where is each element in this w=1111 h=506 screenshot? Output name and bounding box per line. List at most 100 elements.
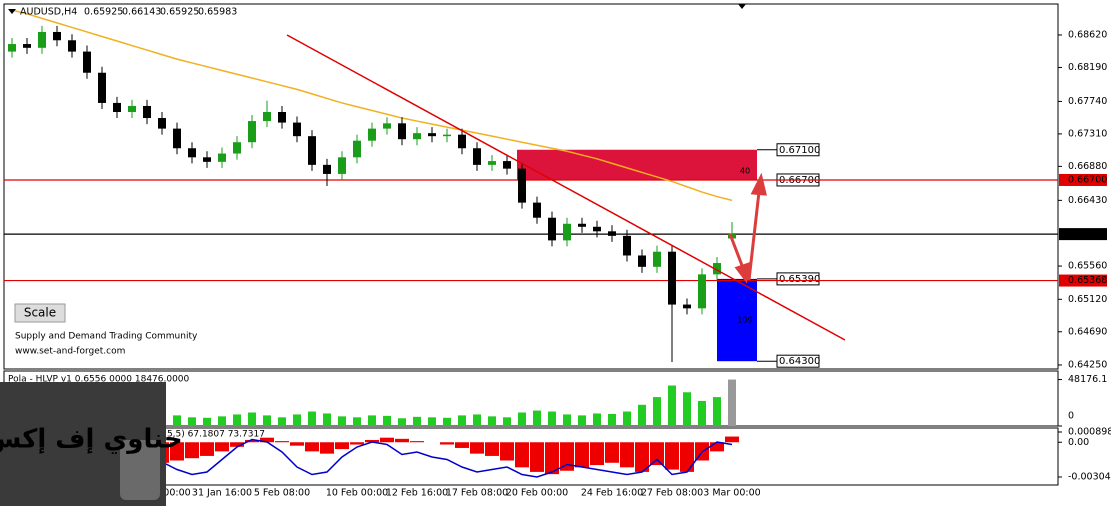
volume-bar (533, 410, 541, 426)
candle-body (173, 128, 181, 149)
macd-bar (485, 442, 499, 456)
scale-button-label[interactable]: Scale (24, 306, 56, 320)
macd-bar (650, 442, 664, 466)
level-tag: 0.66700 (1068, 174, 1107, 185)
volume-bar (173, 415, 181, 426)
arrow-down (728, 233, 745, 269)
x-tick-label: 00:00 (163, 488, 190, 499)
macd-bar (395, 438, 409, 443)
volume-bar (233, 414, 241, 426)
zone-tag: 0.67100 (779, 145, 820, 156)
candle-body (713, 263, 721, 275)
macd-bar (320, 442, 334, 454)
y-tick-label: 0.68190 (1068, 62, 1107, 73)
zone-label: 109 (737, 316, 752, 325)
candle-body (473, 148, 481, 165)
macd-bar (470, 442, 484, 454)
osc-tick-label: -0.003047 (1068, 471, 1111, 482)
x-tick-label: 20 Feb 00:00 (506, 488, 568, 499)
y-tick-label: 0.67310 (1068, 128, 1107, 139)
osc-tick-label: 0.00 (1068, 437, 1089, 448)
level-tag: 0.65368 (1068, 275, 1107, 286)
macd-bar (605, 442, 619, 463)
volume-bar (638, 404, 646, 426)
macd-bar (530, 442, 544, 472)
macd-bar (215, 442, 229, 452)
macd-bar (380, 437, 394, 443)
volume-bar (443, 417, 451, 426)
zone-tag: 0.64300 (779, 356, 820, 367)
candle-body (158, 118, 166, 129)
candle-body (593, 226, 601, 232)
candle-body (548, 217, 556, 241)
macd-bar (170, 442, 184, 461)
macd-bar (185, 442, 199, 459)
candle-body (518, 168, 526, 203)
volume-bar (608, 413, 616, 426)
y-tick-label: 0.64250 (1068, 359, 1107, 370)
zone-tag-box (776, 143, 820, 157)
volume-bar (293, 414, 301, 426)
volume-bar (368, 415, 376, 426)
volume-bar (248, 412, 256, 426)
level-tag-box (1059, 173, 1107, 186)
macd-bar (560, 442, 574, 471)
volume-bar (218, 416, 226, 426)
candle-body (503, 161, 511, 169)
macd-bar (245, 439, 259, 443)
macd-bar (620, 442, 634, 468)
x-tick-label: 5 Feb 08:00 (254, 488, 310, 499)
volume-bar (203, 417, 211, 426)
volume-bar (308, 411, 316, 426)
last-low: 0.65925 (160, 7, 199, 18)
volume-bar (413, 416, 421, 426)
macd-bar (275, 441, 289, 443)
candle-body (233, 142, 241, 154)
arrow-head (750, 172, 767, 196)
candle-body (458, 134, 466, 149)
moving-average (11, 9, 733, 202)
volume-bar (668, 385, 676, 426)
volume-bar (578, 415, 586, 426)
y-tick-label: 0.68620 (1068, 29, 1107, 40)
candle-body (188, 148, 196, 158)
price-panel (3, 3, 1059, 370)
x-tick-label: 24 Feb 16:00 (581, 488, 643, 499)
volume-bar (473, 414, 481, 426)
volume-bar (353, 417, 361, 426)
candle-body (293, 122, 301, 137)
volume-bar (398, 418, 406, 426)
menu-triangle (8, 9, 16, 14)
zone-label: 40 (740, 166, 750, 175)
logo-coins (120, 440, 160, 500)
x-tick-label: 3 Mar 00:00 (703, 488, 760, 499)
macd-bar (725, 436, 739, 443)
candle-body (203, 157, 211, 162)
candle-body (488, 161, 496, 165)
candle-body (308, 136, 316, 165)
scale-button[interactable] (14, 303, 66, 323)
symbol: AUDUSD,H4 (20, 7, 77, 18)
volume-bar (548, 411, 556, 426)
macd-bar (440, 442, 454, 445)
last-high: 0.66143 (122, 7, 161, 18)
volume-bar (698, 400, 706, 426)
y-tick-label: 0.65560 (1068, 261, 1107, 272)
candle-body (428, 133, 436, 137)
candle-body (638, 255, 646, 267)
volume-tick-label: 48176.1 (1068, 374, 1107, 385)
candle-body (578, 223, 586, 227)
volume-bar (503, 417, 511, 426)
candle-body (653, 251, 661, 267)
zone-tag-box (776, 354, 820, 368)
volume-bar (458, 415, 466, 426)
candle-body (383, 123, 391, 129)
candle-body (563, 223, 571, 241)
x-tick-label: 27 Feb 08:00 (641, 488, 703, 499)
candle-body (668, 251, 676, 305)
y-tick-label: 0.67740 (1068, 96, 1107, 107)
volume-bar (563, 414, 571, 426)
candle-body (143, 105, 151, 119)
candle-body (218, 153, 226, 162)
